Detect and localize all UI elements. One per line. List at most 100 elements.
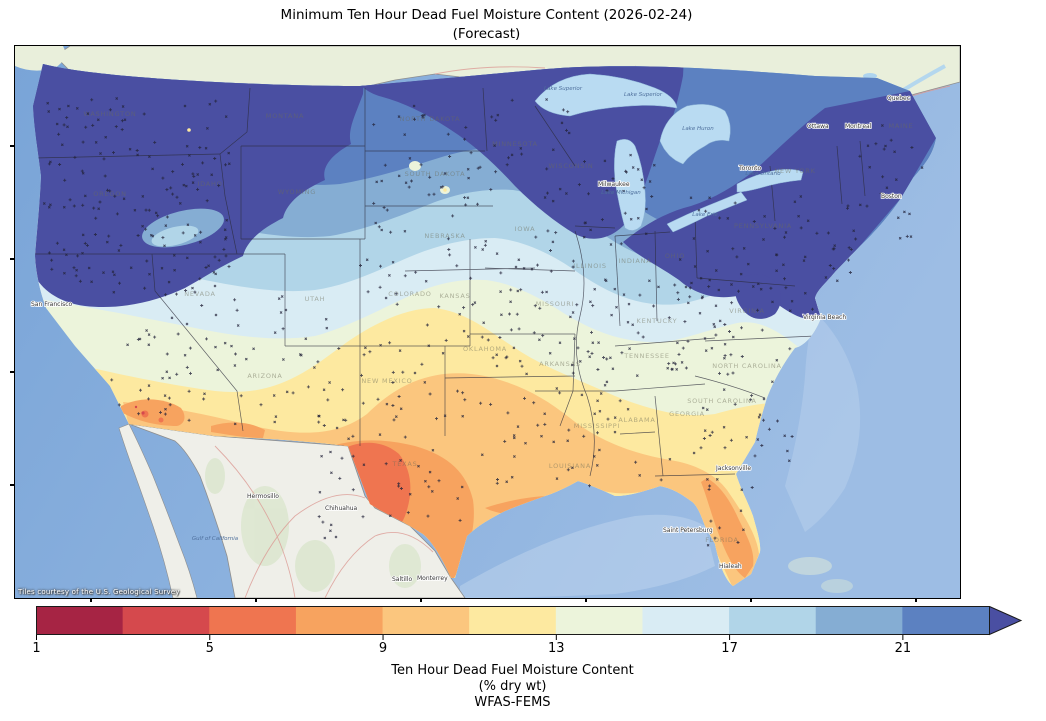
- map-axis-tick: [915, 598, 917, 602]
- state-name-label: SOUTH DAKOTA: [405, 170, 466, 178]
- state-name-label: KANSAS: [439, 292, 470, 300]
- mexico-roads: [214, 445, 434, 598]
- colorbar-ticks: [36, 635, 904, 640]
- state-name-label: LOUISIANA: [549, 462, 591, 470]
- map-axis-tick: [255, 598, 257, 602]
- state-name-label: MAINE: [889, 122, 914, 130]
- city-label: Ottawa: [807, 123, 829, 130]
- map-axis-tick: [750, 598, 752, 602]
- city-label: Monterrey: [417, 575, 448, 582]
- mexico-terrain: [205, 458, 421, 592]
- state-name-label: MISSISSIPPI: [574, 422, 620, 430]
- colorbar-caption-line1: Ten Hour Dead Fuel Moisture Content: [391, 663, 634, 678]
- lake-erie: [666, 191, 748, 233]
- dakota-hole-1: [409, 161, 421, 171]
- colorbar-tick-label: 13: [548, 641, 565, 656]
- state-name-label: OHIO: [665, 252, 685, 260]
- state-name-label: GEORGIA: [669, 410, 705, 418]
- state-name-label: OREGON: [93, 190, 127, 198]
- state-name-label: IOWA: [515, 225, 536, 233]
- lake-superior: [534, 73, 678, 117]
- map-axis-tick: [10, 484, 14, 486]
- city-labels: San Francisco Milwaukee Boston Virginia Bea…: [30, 94, 911, 584]
- colorbar-tick-label: 9: [378, 641, 388, 656]
- forecast-map: WASHINGTON MONTANA OREGON IDAHO WYOMING NEVAD…: [15, 46, 960, 598]
- state-name-label: MISSOURI: [536, 300, 574, 308]
- bahama-bank-2: [821, 579, 853, 593]
- colorbar-tick-label: 17: [721, 641, 738, 656]
- map-frame: WASHINGTON MONTANA OREGON IDAHO WYOMING NEVAD…: [14, 45, 961, 599]
- state-name-label: OKLAHOMA: [463, 345, 507, 353]
- city-label: Hialeah: [719, 563, 742, 570]
- map-axis-tick: [420, 598, 422, 602]
- state-name-label: PENNSYLVANIA: [734, 222, 792, 230]
- colorbar-tick-label: 21: [894, 641, 912, 656]
- figure-title-line2: (Forecast): [452, 26, 521, 42]
- state-name-label: NEVADA: [184, 290, 216, 298]
- state-name-label: TEXAS: [391, 460, 417, 468]
- map-axis-tick: [90, 598, 92, 602]
- colorbar-caption-line2: (% dry wt): [478, 679, 547, 694]
- water-label: Lake Michigan: [601, 190, 641, 196]
- colorbar-tick-labels: 1 5 9 13 17 21: [0, 641, 1046, 657]
- montana-dry-dot: [187, 128, 191, 132]
- city-label: Chihuahua: [325, 505, 358, 512]
- water-label: Lake Huron: [682, 126, 714, 132]
- state-name-labels: WASHINGTON MONTANA OREGON IDAHO WYOMING NEVAD…: [83, 110, 914, 544]
- gulf-shelf: [460, 514, 715, 598]
- state-name-label: UTAH: [305, 295, 326, 303]
- forecast-layers: [33, 64, 936, 586]
- city-label: Saint Petersburg: [663, 527, 713, 534]
- water-label: Lake Superior: [624, 92, 663, 98]
- station-markers: [42, 97, 924, 547]
- state-name-label: ARKANSAS: [539, 360, 581, 368]
- state-name-label: ALABAMA: [618, 416, 655, 424]
- state-name-label: WASHINGTON: [83, 110, 136, 118]
- state-name-label: NEW MEXICO: [361, 377, 412, 385]
- map-axis-tick: [585, 598, 587, 602]
- colorbar-outline: [36, 606, 990, 635]
- water-label: Lake Superior: [544, 86, 583, 92]
- water-label: Gulf of California: [192, 536, 239, 542]
- state-name-label: MONTANA: [266, 112, 304, 120]
- map-axis-tick: [10, 258, 14, 260]
- vancouver-island: [15, 46, 66, 71]
- lake-michigan: [614, 139, 646, 231]
- city-label: Virginia Beach: [803, 314, 846, 321]
- city-label: San Francisco: [31, 301, 73, 308]
- state-name-label: NEBRASKA: [424, 232, 465, 240]
- great-lakes: [534, 73, 804, 233]
- city-label: Jacksonville: [715, 465, 751, 472]
- state-name-label: INDIANA: [618, 257, 651, 265]
- state-name-label: COLORADO: [388, 290, 431, 298]
- city-label: Saltillo: [392, 576, 413, 583]
- lake-ontario: [736, 169, 804, 193]
- water-label: Lake Erie: [692, 212, 718, 218]
- state-name-label: WYOMING: [278, 188, 316, 196]
- dakota-dry-dot: [443, 188, 447, 192]
- state-name-label: ILLINOIS: [573, 262, 607, 270]
- lake-huron: [659, 104, 731, 165]
- colorbar-segments: [36, 606, 990, 635]
- atlantic-shelf: [785, 318, 861, 532]
- state-name-label: VIRGINIA: [729, 307, 764, 315]
- city-label: Quebec: [887, 95, 910, 102]
- colorbar-caption: Ten Hour Dead Fuel Moisture Content (% d…: [36, 663, 989, 711]
- state-name-label: IDAHO: [197, 180, 222, 188]
- map-axis-tick: [10, 145, 14, 147]
- city-label: Montreal: [845, 123, 872, 130]
- state-name-label: WISCONSIN: [548, 162, 593, 170]
- snake-plain-lighter: [151, 225, 199, 247]
- tiles-attribution: Tiles courtesy of the U.S. Geological Su…: [18, 588, 180, 596]
- water-labels: Lake Superior Lake Superior Lake Huron Lake…: [192, 86, 781, 542]
- state-name-label: KENTUCKY: [637, 317, 678, 325]
- city-label: Boston: [881, 193, 902, 200]
- colorbar-caption-line3: WFAS-FEMS: [474, 695, 551, 710]
- state-name-label: ARIZONA: [247, 372, 282, 380]
- state-name-label: FLORIDA: [705, 536, 739, 544]
- baja-peninsula: [118, 423, 198, 598]
- state-name-label: SOUTH CAROLINA: [687, 397, 757, 405]
- state-name-label: MINNESOTA: [492, 140, 538, 148]
- city-label: Hermosillo: [247, 493, 279, 500]
